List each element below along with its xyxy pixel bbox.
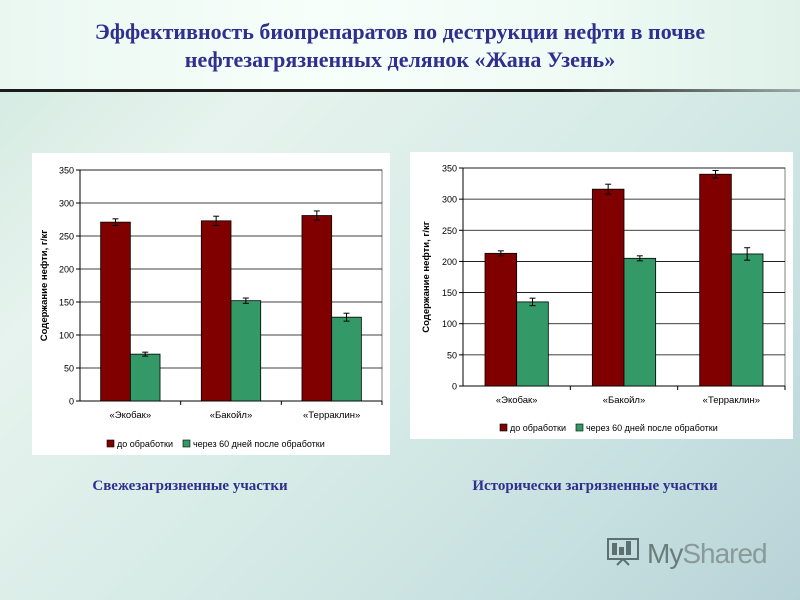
chart1-bar xyxy=(100,221,131,402)
chart2-x-tick-label: «Экобак» xyxy=(496,395,538,406)
chart2-legend-swatch xyxy=(499,423,508,432)
chart2-y-tick-label: 100 xyxy=(442,319,457,329)
chart1-y-tick-label: 150 xyxy=(59,298,74,308)
chart1-legend-swatch xyxy=(182,439,191,448)
chart1-y-tick-label: 250 xyxy=(59,232,74,242)
chart2-bar xyxy=(484,252,518,387)
chart1-legend-swatch xyxy=(106,439,115,448)
chart2-y-axis-label: Содержание нефти, г/кг xyxy=(421,221,432,332)
chart1-legend-label: до обработки xyxy=(117,439,173,449)
chart2-bar xyxy=(699,173,732,387)
logo-text-part1: My xyxy=(647,538,683,569)
chart2-legend-swatch xyxy=(575,423,584,432)
caption-fresh-sites: Свежезагрязненные участки xyxy=(92,478,288,494)
chart1-y-tick-label: 300 xyxy=(59,199,74,209)
chart1-x-tick-label: «Экобак» xyxy=(110,410,152,421)
chart1-bar xyxy=(129,353,161,402)
chart2-bar xyxy=(516,301,549,387)
chart1-y-tick-label: 50 xyxy=(64,364,74,374)
chart2-y-tick-label: 350 xyxy=(442,164,457,174)
chart1-x-tick-label: «Бакойл» xyxy=(210,410,252,421)
title-divider xyxy=(0,89,800,92)
logo-text: MyShared xyxy=(647,536,768,572)
chart1-bar xyxy=(331,316,362,402)
chart1-bar xyxy=(230,300,262,402)
chart2-x-tick-label: «Терраклин» xyxy=(703,395,760,406)
chart2-legend-label: через 60 дней после обработки xyxy=(586,423,718,433)
chart-historic-sites-svg: 0 50 100 150 200 250 300 350 «Экобак» «Бакойл» «Те… xyxy=(421,164,786,433)
presentation-board-icon xyxy=(607,538,639,566)
chart2-y-tick-label: 0 xyxy=(452,382,457,392)
chart1-y-tick-label: 350 xyxy=(59,166,74,176)
chart1-y-tick-label: 100 xyxy=(59,331,74,341)
caption-historic-sites: Исторически загрязненные участки xyxy=(472,478,718,494)
chart-historic-sites: 0 50 100 150 200 250 300 350 «Экобак» «Бакойл» «Те… xyxy=(410,152,793,439)
chart-fresh-sites: 0 50 100 150 200 250 300 350 «Экобак» «Бакойл» «Те… xyxy=(32,153,390,455)
logo-text-part2: Shared xyxy=(682,538,767,569)
chart2-y-tick-label: 300 xyxy=(442,195,457,205)
chart2-bar xyxy=(623,257,657,387)
chart1-bar xyxy=(301,215,333,402)
slide-title: Эффективность биопрепаратов по деструкци… xyxy=(94,19,706,72)
chart1-y-tick-label: 200 xyxy=(59,265,74,275)
chart-fresh-sites-svg: 0 50 100 150 200 250 300 350 «Экобак» «Бакойл» «Те… xyxy=(39,166,383,449)
chart1-y-axis-label: Содержание нефти, г/кг xyxy=(39,230,50,341)
chart2-legend-label: до обработки xyxy=(510,423,566,433)
chart2-y-tick-label: 250 xyxy=(442,226,457,236)
chart1-legend-label: через 60 дней после обработки xyxy=(193,439,325,449)
chart1-y-tick-label: 0 xyxy=(69,397,74,407)
chart2-bar xyxy=(591,188,625,387)
chart2-x-tick-label: «Бакойл» xyxy=(603,395,645,406)
title-bar xyxy=(0,0,800,90)
chart2-y-tick-label: 200 xyxy=(442,257,457,267)
myshared-logo: MyShared xyxy=(607,536,768,572)
chart1-bar xyxy=(200,220,232,402)
chart1-x-tick-label: «Терраклин» xyxy=(303,410,360,421)
chart2-bar xyxy=(730,253,764,387)
chart2-y-tick-label: 50 xyxy=(447,350,457,360)
chart2-y-tick-label: 150 xyxy=(442,288,457,298)
